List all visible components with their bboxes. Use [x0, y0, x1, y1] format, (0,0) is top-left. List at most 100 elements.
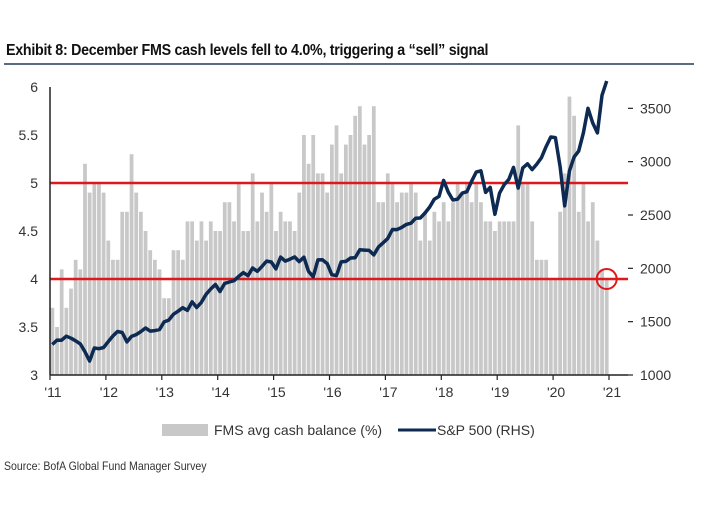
- highlight-circle: [595, 268, 618, 290]
- bar: [483, 221, 488, 375]
- bar: [353, 115, 358, 376]
- bar: [446, 221, 451, 375]
- bar: [166, 298, 171, 375]
- bar: [227, 202, 232, 375]
- bar: [507, 221, 511, 375]
- left-tick-label: 5.5: [19, 127, 39, 143]
- bar: [530, 221, 535, 375]
- bar: [423, 211, 427, 375]
- bar: [348, 135, 353, 375]
- bar: [325, 192, 330, 375]
- axes: 3 3.5 4 4.5 5 5.5 6 1000 1500 2000 2500 3000 3500 '11…: [19, 79, 672, 400]
- bar: [595, 240, 600, 375]
- bar: [339, 173, 344, 375]
- bar: [106, 240, 111, 375]
- left-tick-label: 3: [30, 367, 38, 383]
- x-tick-label: '15: [267, 384, 285, 400]
- left-tick-label: 4: [30, 271, 38, 287]
- x-tick-label: '16: [323, 384, 341, 400]
- bar: [139, 211, 143, 375]
- bar: [111, 259, 115, 375]
- bar: [432, 211, 437, 375]
- bar: [278, 211, 283, 375]
- bar: [600, 269, 604, 375]
- bar: [427, 240, 432, 375]
- bar: [264, 211, 269, 375]
- chart-title: Exhibit 8: December FMS cash levels fell…: [6, 42, 489, 59]
- bar: [418, 240, 423, 375]
- bar: [362, 144, 367, 375]
- bar: [288, 221, 292, 375]
- bar: [544, 259, 549, 375]
- bar: [311, 135, 316, 375]
- bar: [539, 259, 544, 375]
- bar: [586, 221, 590, 375]
- bar: [218, 231, 222, 375]
- bar: [69, 288, 73, 375]
- bar: [87, 192, 92, 375]
- bar: [59, 269, 64, 375]
- title-underline: [4, 63, 694, 65]
- bar: [199, 221, 204, 375]
- left-tick-label: 5: [30, 175, 38, 191]
- bar: [101, 192, 106, 375]
- bar: [385, 173, 390, 375]
- left-tick-label: 3.5: [19, 319, 39, 335]
- bar: [548, 279, 553, 375]
- bar: [260, 192, 264, 375]
- right-tick-label: 3000: [640, 154, 671, 170]
- bar: [493, 231, 497, 375]
- bar: [246, 231, 250, 375]
- bar: [157, 269, 162, 375]
- bar: [115, 259, 120, 375]
- bar: [371, 106, 376, 375]
- right-tick-label: 2000: [640, 260, 671, 276]
- bar: [562, 173, 567, 375]
- bar: [129, 154, 134, 375]
- bar: [204, 240, 208, 375]
- bar: [334, 125, 339, 376]
- bar: [479, 202, 483, 375]
- bar: [180, 259, 185, 375]
- bar: [222, 202, 227, 375]
- x-tick-label: '19: [491, 384, 509, 400]
- bar: [134, 192, 139, 375]
- bar: [190, 221, 195, 375]
- bar: [283, 221, 288, 375]
- right-tick-label: 1000: [640, 367, 671, 383]
- bar: [590, 202, 595, 375]
- bar: [143, 231, 148, 375]
- bar: [274, 231, 278, 375]
- bar: [83, 163, 87, 375]
- bar: [152, 259, 157, 375]
- right-tick-label: 3500: [640, 100, 671, 116]
- bar: [604, 279, 609, 375]
- bar: [316, 173, 320, 375]
- bar: [451, 202, 455, 375]
- x-tick-label: '13: [156, 384, 174, 400]
- bar: [437, 221, 441, 375]
- bar-series: [50, 96, 609, 376]
- bar: [488, 221, 493, 375]
- bar: [395, 202, 399, 375]
- bar: [511, 221, 516, 375]
- bar: [567, 96, 572, 375]
- right-tick-label: 1500: [640, 314, 671, 330]
- bar: [469, 202, 474, 375]
- bar: [50, 307, 55, 375]
- bar: [320, 173, 325, 375]
- bar: [148, 250, 153, 375]
- bar: [302, 135, 306, 375]
- sp500-line: [51, 80, 609, 363]
- x-tick-label: '20: [547, 384, 565, 400]
- legend-label-line: S&P 500 (RHS): [437, 422, 535, 438]
- bar: [73, 259, 78, 375]
- bar: [185, 221, 190, 375]
- bar: [413, 192, 418, 375]
- bar: [297, 192, 302, 375]
- bar: [460, 192, 465, 375]
- bar: [250, 173, 255, 375]
- bar: [255, 221, 260, 375]
